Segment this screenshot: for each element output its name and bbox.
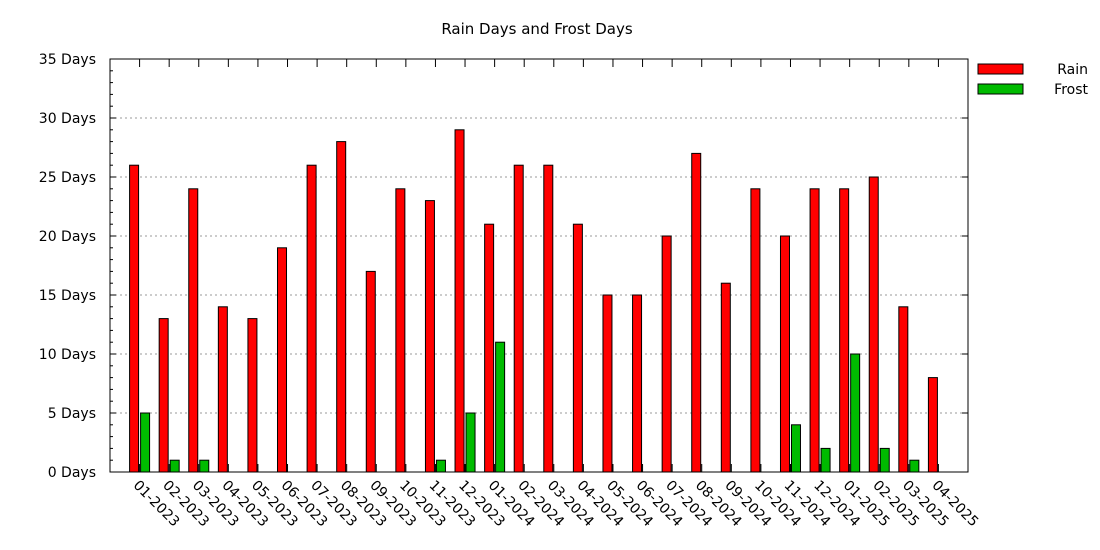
legend-label-rain: Rain — [1057, 62, 1088, 78]
y-axis: 0 Days 5 Days 10 Days 15 Days 20 Days 25 Days… — [39, 52, 968, 481]
bar-rain — [424, 200, 435, 473]
bar-rain — [129, 164, 140, 473]
legend-swatch-frost — [977, 83, 1024, 95]
bar-rain — [365, 270, 376, 473]
bar-rain — [632, 294, 643, 473]
y-tick-label: 10 Days — [39, 347, 96, 363]
y-tick-label: 15 Days — [39, 288, 96, 304]
bar-frost — [820, 447, 831, 473]
chart-title: Rain Days and Frost Days — [441, 20, 633, 38]
bar-rain — [217, 306, 228, 473]
bar-rain — [927, 377, 938, 473]
grid-lines — [110, 117, 968, 414]
bars — [129, 129, 938, 473]
y-tick-label: 35 Days — [39, 52, 96, 68]
bar-rain — [720, 282, 731, 473]
bar-rain — [898, 306, 909, 473]
y-tick-label: 30 Days — [39, 111, 96, 127]
legend-swatch-rain — [977, 63, 1024, 75]
bar-rain — [336, 141, 347, 473]
bar-frost — [790, 424, 801, 473]
bar-frost — [850, 353, 861, 473]
bar-rain — [158, 318, 169, 473]
bar-rain — [602, 294, 613, 473]
bar-rain — [513, 164, 524, 473]
bar-rain — [188, 188, 199, 473]
y-tick-label: 20 Days — [39, 229, 96, 245]
bar-rain — [572, 223, 583, 473]
bar-rain — [543, 164, 554, 473]
bar-rain — [277, 247, 288, 473]
y-tick-label: 0 Days — [48, 465, 96, 481]
bar-frost — [199, 459, 210, 473]
bar-rain — [839, 188, 850, 473]
y-tick-label: 5 Days — [48, 406, 96, 422]
y-tick-label: 25 Days — [39, 170, 96, 186]
bar-rain — [691, 152, 702, 473]
bar-frost — [140, 412, 151, 473]
bar-frost — [879, 447, 890, 473]
bar-rain — [247, 318, 258, 473]
legend-label-frost: Frost — [1054, 82, 1088, 98]
bar-rain — [779, 235, 790, 473]
legend: Rain Frost — [977, 62, 1088, 98]
bar-rain — [395, 188, 406, 473]
bar-rain — [306, 164, 317, 473]
bar-frost — [465, 412, 476, 473]
bar-rain — [809, 188, 820, 473]
bar-rain — [661, 235, 672, 473]
plot-frame — [109, 58, 969, 473]
bar-rain — [484, 223, 495, 473]
bar-rain — [750, 188, 761, 473]
bar-frost — [495, 341, 506, 473]
bar-frost — [435, 459, 446, 473]
bar-frost — [169, 459, 180, 473]
bar-frost — [909, 459, 920, 473]
bar-rain — [454, 129, 465, 473]
bar-rain — [868, 176, 879, 473]
